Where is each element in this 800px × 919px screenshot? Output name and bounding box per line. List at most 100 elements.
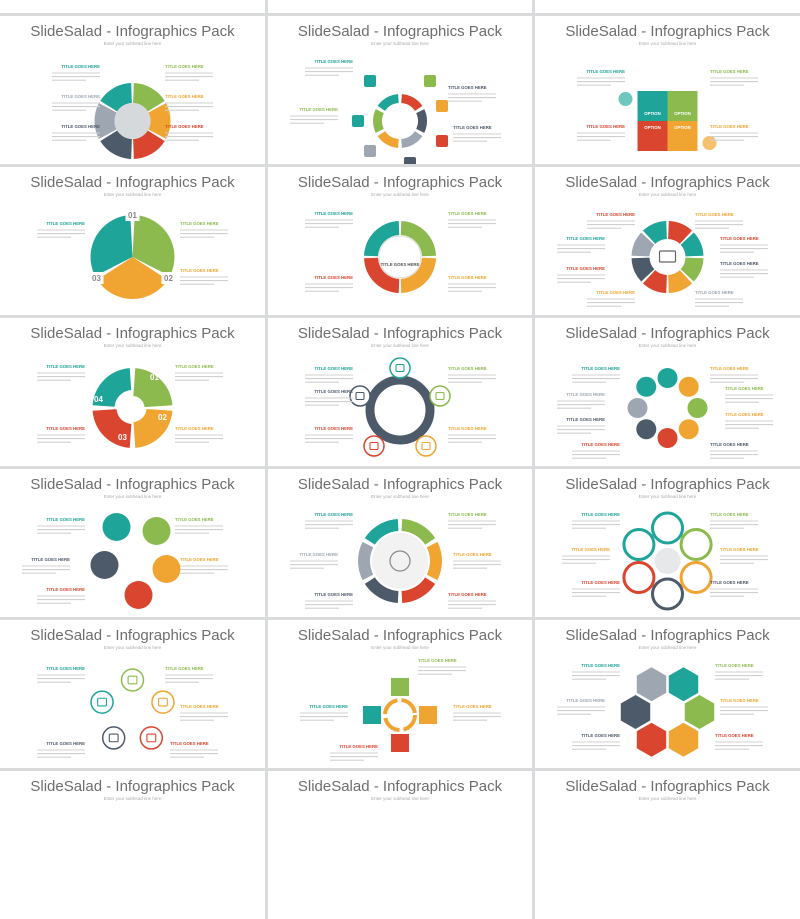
slide-card-three-segment[interactable]: SlideSalad - Infographics Pack Enter your… <box>0 167 265 315</box>
slide-card-partial[interactable]: SlideSalad - Infographics Pack Enter your… <box>268 771 532 919</box>
icon-tile <box>436 135 448 147</box>
label-heading: TITLE GOES HERE <box>175 517 214 522</box>
option-tile <box>637 121 668 151</box>
label-right-2: TITLE GOES HERE <box>725 386 773 403</box>
label-heading: TITLE GOES HERE <box>725 412 764 417</box>
label-heading: TITLE GOES HERE <box>453 552 492 557</box>
ring-segment <box>364 577 399 603</box>
label-heading: TITLE GOES HERE <box>418 658 457 663</box>
label-left-3: TITLE GOES HERE <box>557 266 605 283</box>
head-gear-icon <box>389 550 411 572</box>
infographic: 01 02 03 TITLE GOES HERE TITLE GOES HERE TITL… <box>37 209 228 299</box>
slide-subtitle: Enter your subhead line here <box>371 494 429 499</box>
slide-card-four-options[interactable]: SlideSalad - Infographics Pack Enter your… <box>535 16 800 164</box>
slide-title: SlideSalad - Infographics Pack <box>30 476 235 493</box>
label-heading: TITLE GOES HERE <box>165 64 204 69</box>
label-right-1: TITLE GOES HERE <box>448 211 496 228</box>
step-circle <box>679 528 713 561</box>
slide-card-swirl-five[interactable]: SlideSalad - Infographics Pack Enter your… <box>0 469 265 617</box>
label-heading: TITLE GOES HERE <box>720 236 759 241</box>
label-left-2: TITLE GOES HERE <box>562 547 610 564</box>
infographic: TITLE GOES HERE TITLE GOES HERE TITLE GOES… <box>290 512 501 609</box>
number-badge <box>161 272 176 284</box>
slide-card-partial[interactable]: SlideSalad - Infographics Pack Enter your… <box>0 771 265 919</box>
slide-card-hex-flower[interactable]: SlideSalad - Infographics Pack Enter your… <box>535 620 800 768</box>
slide-title: SlideSalad - Infographics Pack <box>30 778 235 795</box>
label-left-2: TITLE GOES HERE <box>557 392 605 409</box>
label-right-1: TITLE GOES HERE <box>710 512 758 529</box>
number-label: 01 <box>150 373 159 382</box>
icon-tile <box>352 115 364 127</box>
slide-card-six-circles[interactable]: SlideSalad - Infographics Pack Enter your… <box>535 469 800 617</box>
slide-card-four-arrows[interactable]: SlideSalad - Infographics Pack Enter your… <box>268 620 532 768</box>
number-label: 02 <box>164 274 173 283</box>
slide-card-partial-top[interactable] <box>268 0 532 13</box>
infographic: TITLE GOES HERE TITLE GOES HERE TITLE GOES… <box>290 59 501 164</box>
slide-card-partial[interactable]: SlideSalad - Infographics Pack Enter your… <box>535 771 800 919</box>
step-circle <box>679 561 713 594</box>
label-left-1: TITLE GOES HERE <box>305 366 353 383</box>
slide-card-eight-links[interactable]: SlideSalad - Infographics Pack Enter your… <box>535 318 800 466</box>
ring-segment <box>100 130 132 159</box>
infographic: TITLE GOES HERE TITLE GOES HERE TITLE GOES… <box>52 64 213 159</box>
option-label: OPTION <box>644 111 660 116</box>
label-heading: TITLE GOES HERE <box>180 268 219 273</box>
label-heading: TITLE GOES HERE <box>448 366 487 371</box>
label-heading: TITLE GOES HERE <box>165 666 204 671</box>
slide-card-cloud-center[interactable]: SlideSalad - Infographics Pack Enter your… <box>268 167 532 315</box>
icon-tile <box>424 75 436 87</box>
step-circle <box>622 528 656 561</box>
slide-title: SlideSalad - Infographics Pack <box>297 325 503 342</box>
slide-title: SlideSalad - Infographics Pack <box>30 325 235 342</box>
slide-title: SlideSalad - Infographics Pack <box>297 627 503 644</box>
infographic <box>0 771 265 919</box>
slide-card-five-circles-cycle[interactable]: SlideSalad - Infographics Pack Enter your… <box>0 620 265 768</box>
label-left-1: TITLE GOES HERE <box>52 64 100 81</box>
label-heading: TITLE GOES HERE <box>175 426 214 431</box>
hex-tile <box>684 695 715 729</box>
label-heading: TITLE GOES HERE <box>596 290 635 295</box>
label-left-4: TITLE GOES HERE <box>587 290 635 307</box>
slide-card-ring-icons[interactable]: SlideSalad - Infographics Pack Enter your… <box>268 16 532 164</box>
label-left: TITLE GOES HERE <box>300 704 348 721</box>
label-heading: TITLE GOES HERE <box>448 85 487 90</box>
label-left-3: TITLE GOES HERE <box>572 733 620 750</box>
ring-segment <box>631 232 655 257</box>
label-heading: TITLE GOES HERE <box>314 366 353 371</box>
slide-card-partial-top[interactable] <box>535 0 800 13</box>
label-heading: TITLE GOES HERE <box>61 124 100 129</box>
step-icon <box>429 385 451 407</box>
label-right-2: TITLE GOES HERE <box>710 124 758 141</box>
slide-card-five-cycle[interactable]: SlideSalad - Infographics Pack Enter your… <box>268 318 532 466</box>
slide-card-partial-top[interactable] <box>0 0 265 13</box>
label-left-1: TITLE GOES HERE <box>572 663 620 680</box>
spiral-segment <box>133 408 173 448</box>
label-heading: TITLE GOES HERE <box>175 364 214 369</box>
ring-quadrant <box>400 257 436 293</box>
slide-card-spiral-four[interactable]: SlideSalad - Infographics Pack Enter your… <box>0 318 265 466</box>
label-heading: TITLE GOES HERE <box>299 552 338 557</box>
center-disc <box>114 103 151 139</box>
label-heading: TITLE GOES HERE <box>720 261 759 266</box>
slide-card-pie-ring[interactable]: SlideSalad - Infographics Pack Enter your… <box>0 16 265 164</box>
label-heading: TITLE GOES HERE <box>710 124 749 129</box>
label-heading: TITLE GOES HERE <box>46 666 85 671</box>
slide-subtitle: Enter your subhead line here <box>103 494 162 499</box>
label-heading: TITLE GOES HERE <box>448 426 487 431</box>
step-icon <box>151 690 175 714</box>
step-icon <box>90 690 114 714</box>
label-heading: TITLE GOES HERE <box>695 212 734 217</box>
label-left-3: TITLE GOES HERE <box>305 592 353 609</box>
label-right-3: TITLE GOES HERE <box>720 261 768 278</box>
infographic: TITLE GOES HERE TITLE GOES HERE TITLE GOES… <box>557 366 773 459</box>
step-tile <box>391 734 409 752</box>
label-left-2: TITLE GOES HERE <box>37 426 85 443</box>
infographic: TITLE GOES HERE TITLE GOES HERE TITLE GOES… <box>300 658 501 761</box>
ring-segment <box>401 577 436 603</box>
label-heading: TITLE GOES HERE <box>314 512 353 517</box>
cycle-arrows <box>383 698 417 732</box>
slide-card-eight-ring[interactable]: SlideSalad - Infographics Pack Enter your… <box>535 167 800 315</box>
label-heading: TITLE GOES HERE <box>596 212 635 217</box>
slide-card-six-ring-head[interactable]: SlideSalad - Infographics Pack Enter your… <box>268 469 532 617</box>
step-icon <box>139 726 164 750</box>
